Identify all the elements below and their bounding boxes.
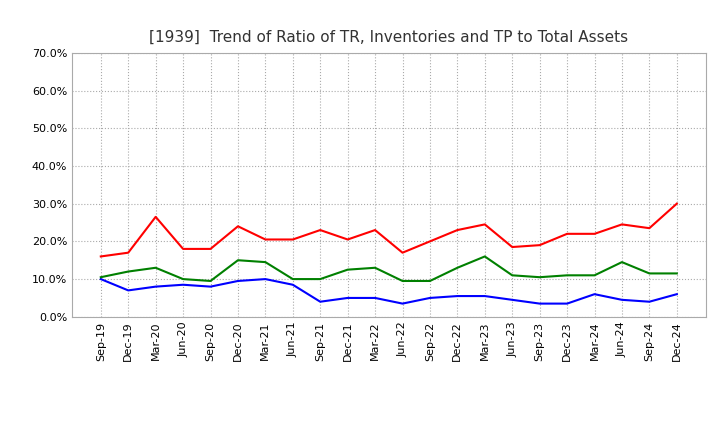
Trade Receivables [398,250,407,255]
Trade Receivables [618,222,626,227]
Inventories [151,284,160,289]
Inventories [398,301,407,306]
Inventories [480,293,489,299]
Trade Payables [508,273,516,278]
Trade Payables [480,254,489,259]
Trade Receivables [261,237,270,242]
Trade Payables [563,273,572,278]
Line: Trade Payables: Trade Payables [101,257,677,281]
Trade Receivables [453,227,462,233]
Inventories [343,295,352,301]
Trade Payables [371,265,379,271]
Inventories [618,297,626,302]
Trade Payables [672,271,681,276]
Inventories [371,295,379,301]
Line: Trade Receivables: Trade Receivables [101,204,677,257]
Trade Receivables [343,237,352,242]
Title: [1939]  Trend of Ratio of TR, Inventories and TP to Total Assets: [1939] Trend of Ratio of TR, Inventories… [149,29,629,45]
Trade Payables [124,269,132,274]
Trade Receivables [206,246,215,252]
Trade Receivables [426,239,434,244]
Trade Receivables [536,242,544,248]
Inventories [316,299,325,304]
Inventories [179,282,187,287]
Inventories [206,284,215,289]
Trade Payables [536,275,544,280]
Inventories [645,299,654,304]
Trade Receivables [480,222,489,227]
Trade Receivables [672,201,681,206]
Trade Receivables [316,227,325,233]
Trade Receivables [233,224,242,229]
Trade Payables [645,271,654,276]
Trade Payables [261,260,270,265]
Trade Receivables [563,231,572,236]
Trade Payables [289,276,297,282]
Trade Receivables [590,231,599,236]
Trade Receivables [289,237,297,242]
Trade Receivables [508,244,516,249]
Trade Receivables [124,250,132,255]
Trade Payables [343,267,352,272]
Inventories [508,297,516,302]
Inventories [261,276,270,282]
Inventories [124,288,132,293]
Inventories [96,276,105,282]
Trade Payables [426,279,434,284]
Trade Receivables [96,254,105,259]
Trade Payables [151,265,160,271]
Inventories [426,295,434,301]
Trade Payables [316,276,325,282]
Inventories [289,282,297,287]
Trade Payables [179,276,187,282]
Trade Receivables [371,227,379,233]
Trade Payables [233,257,242,263]
Inventories [453,293,462,299]
Trade Payables [453,265,462,271]
Trade Payables [206,279,215,284]
Inventories [536,301,544,306]
Inventories [563,301,572,306]
Trade Payables [618,260,626,265]
Inventories [590,292,599,297]
Inventories [233,279,242,284]
Trade Payables [590,273,599,278]
Trade Receivables [151,214,160,220]
Trade Receivables [645,226,654,231]
Line: Inventories: Inventories [101,279,677,304]
Trade Receivables [179,246,187,252]
Inventories [672,292,681,297]
Trade Payables [398,279,407,284]
Trade Payables [96,275,105,280]
